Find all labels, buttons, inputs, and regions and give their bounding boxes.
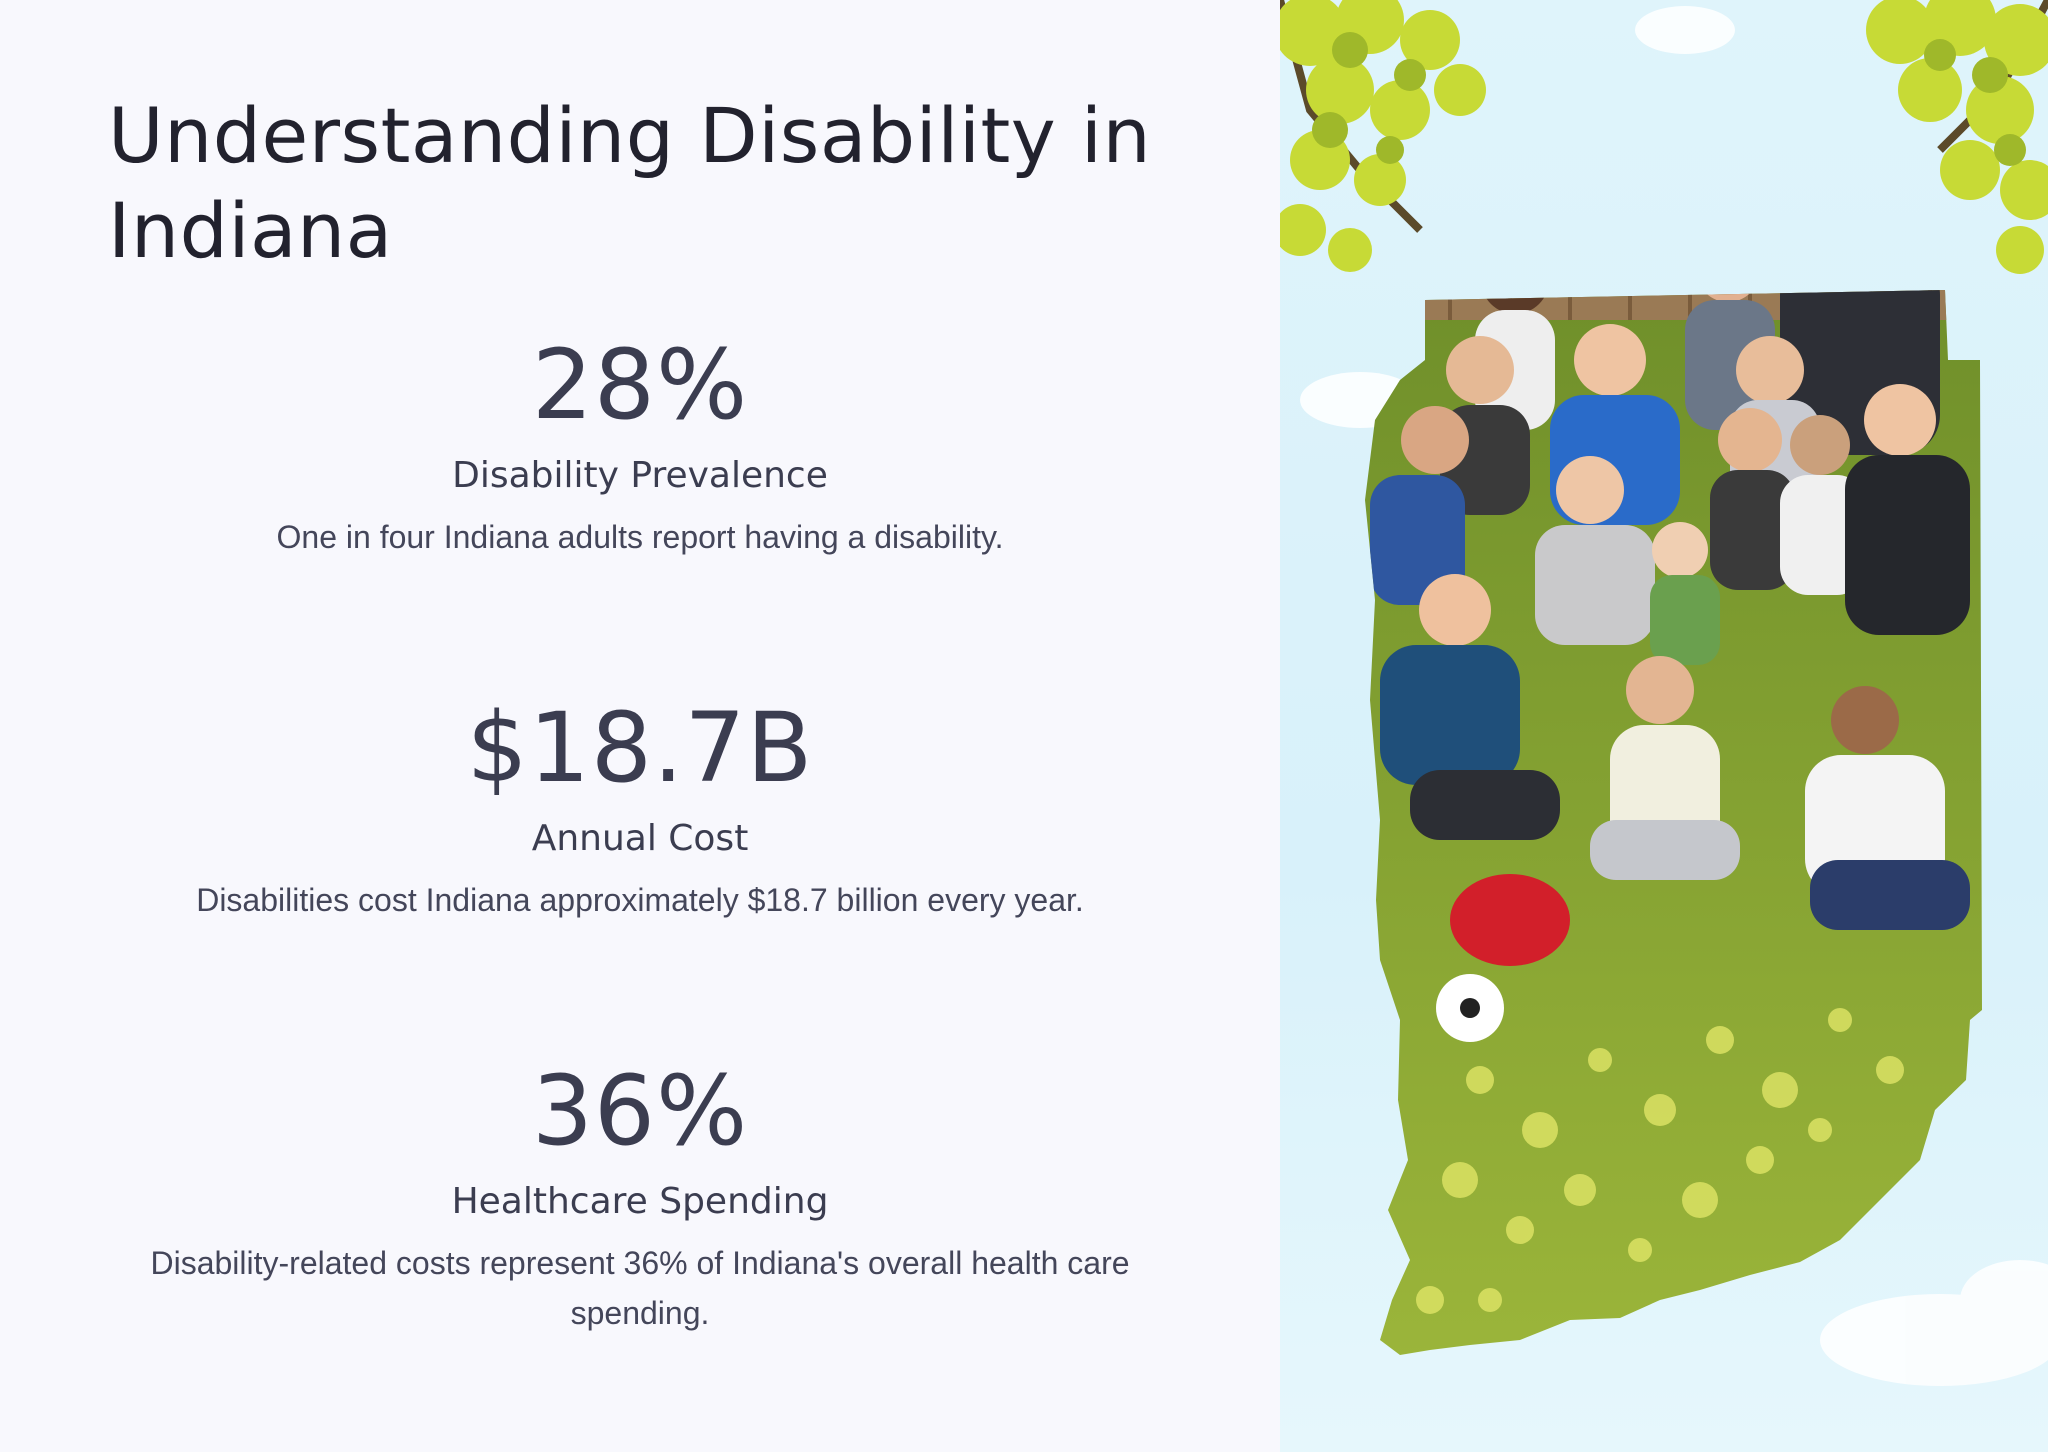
stat-description: One in four Indiana adults report having…	[276, 519, 1004, 555]
stat-value: 36%	[531, 1055, 749, 1167]
stat-description: Disability-related costs represent 36% o…	[150, 1245, 1130, 1331]
tree-leaves-right	[1866, 0, 2048, 274]
content-panel: Understanding Disability in Indiana 28% …	[100, 91, 1180, 1338]
stat-label: Annual Cost	[531, 818, 749, 859]
stat-description: Disabilities cost Indiana approximately …	[196, 882, 1084, 918]
indiana-map-shape	[1365, 290, 1982, 1355]
red-bag	[1450, 874, 1570, 966]
page-title: Understanding Disability in Indiana	[108, 91, 1152, 275]
stat-healthcare-spending: 36% Healthcare Spending Disability-relat…	[100, 1056, 1180, 1338]
indiana-group-photo-illustration	[1280, 0, 2048, 1386]
stat-label: Healthcare Spending	[451, 1181, 829, 1222]
group-of-people	[1370, 290, 1970, 930]
stat-annual-cost: $18.7B Annual Cost Disabilities cost Ind…	[100, 693, 1180, 925]
stat-label: Disability Prevalence	[452, 455, 828, 496]
stat-value: $18.7B	[466, 692, 814, 804]
tree-leaves-left	[1280, 0, 1486, 272]
illustration-panel	[1280, 0, 2048, 1452]
stat-prevalence: 28% Disability Prevalence One in four In…	[100, 330, 1180, 562]
stat-value: 28%	[531, 329, 749, 441]
